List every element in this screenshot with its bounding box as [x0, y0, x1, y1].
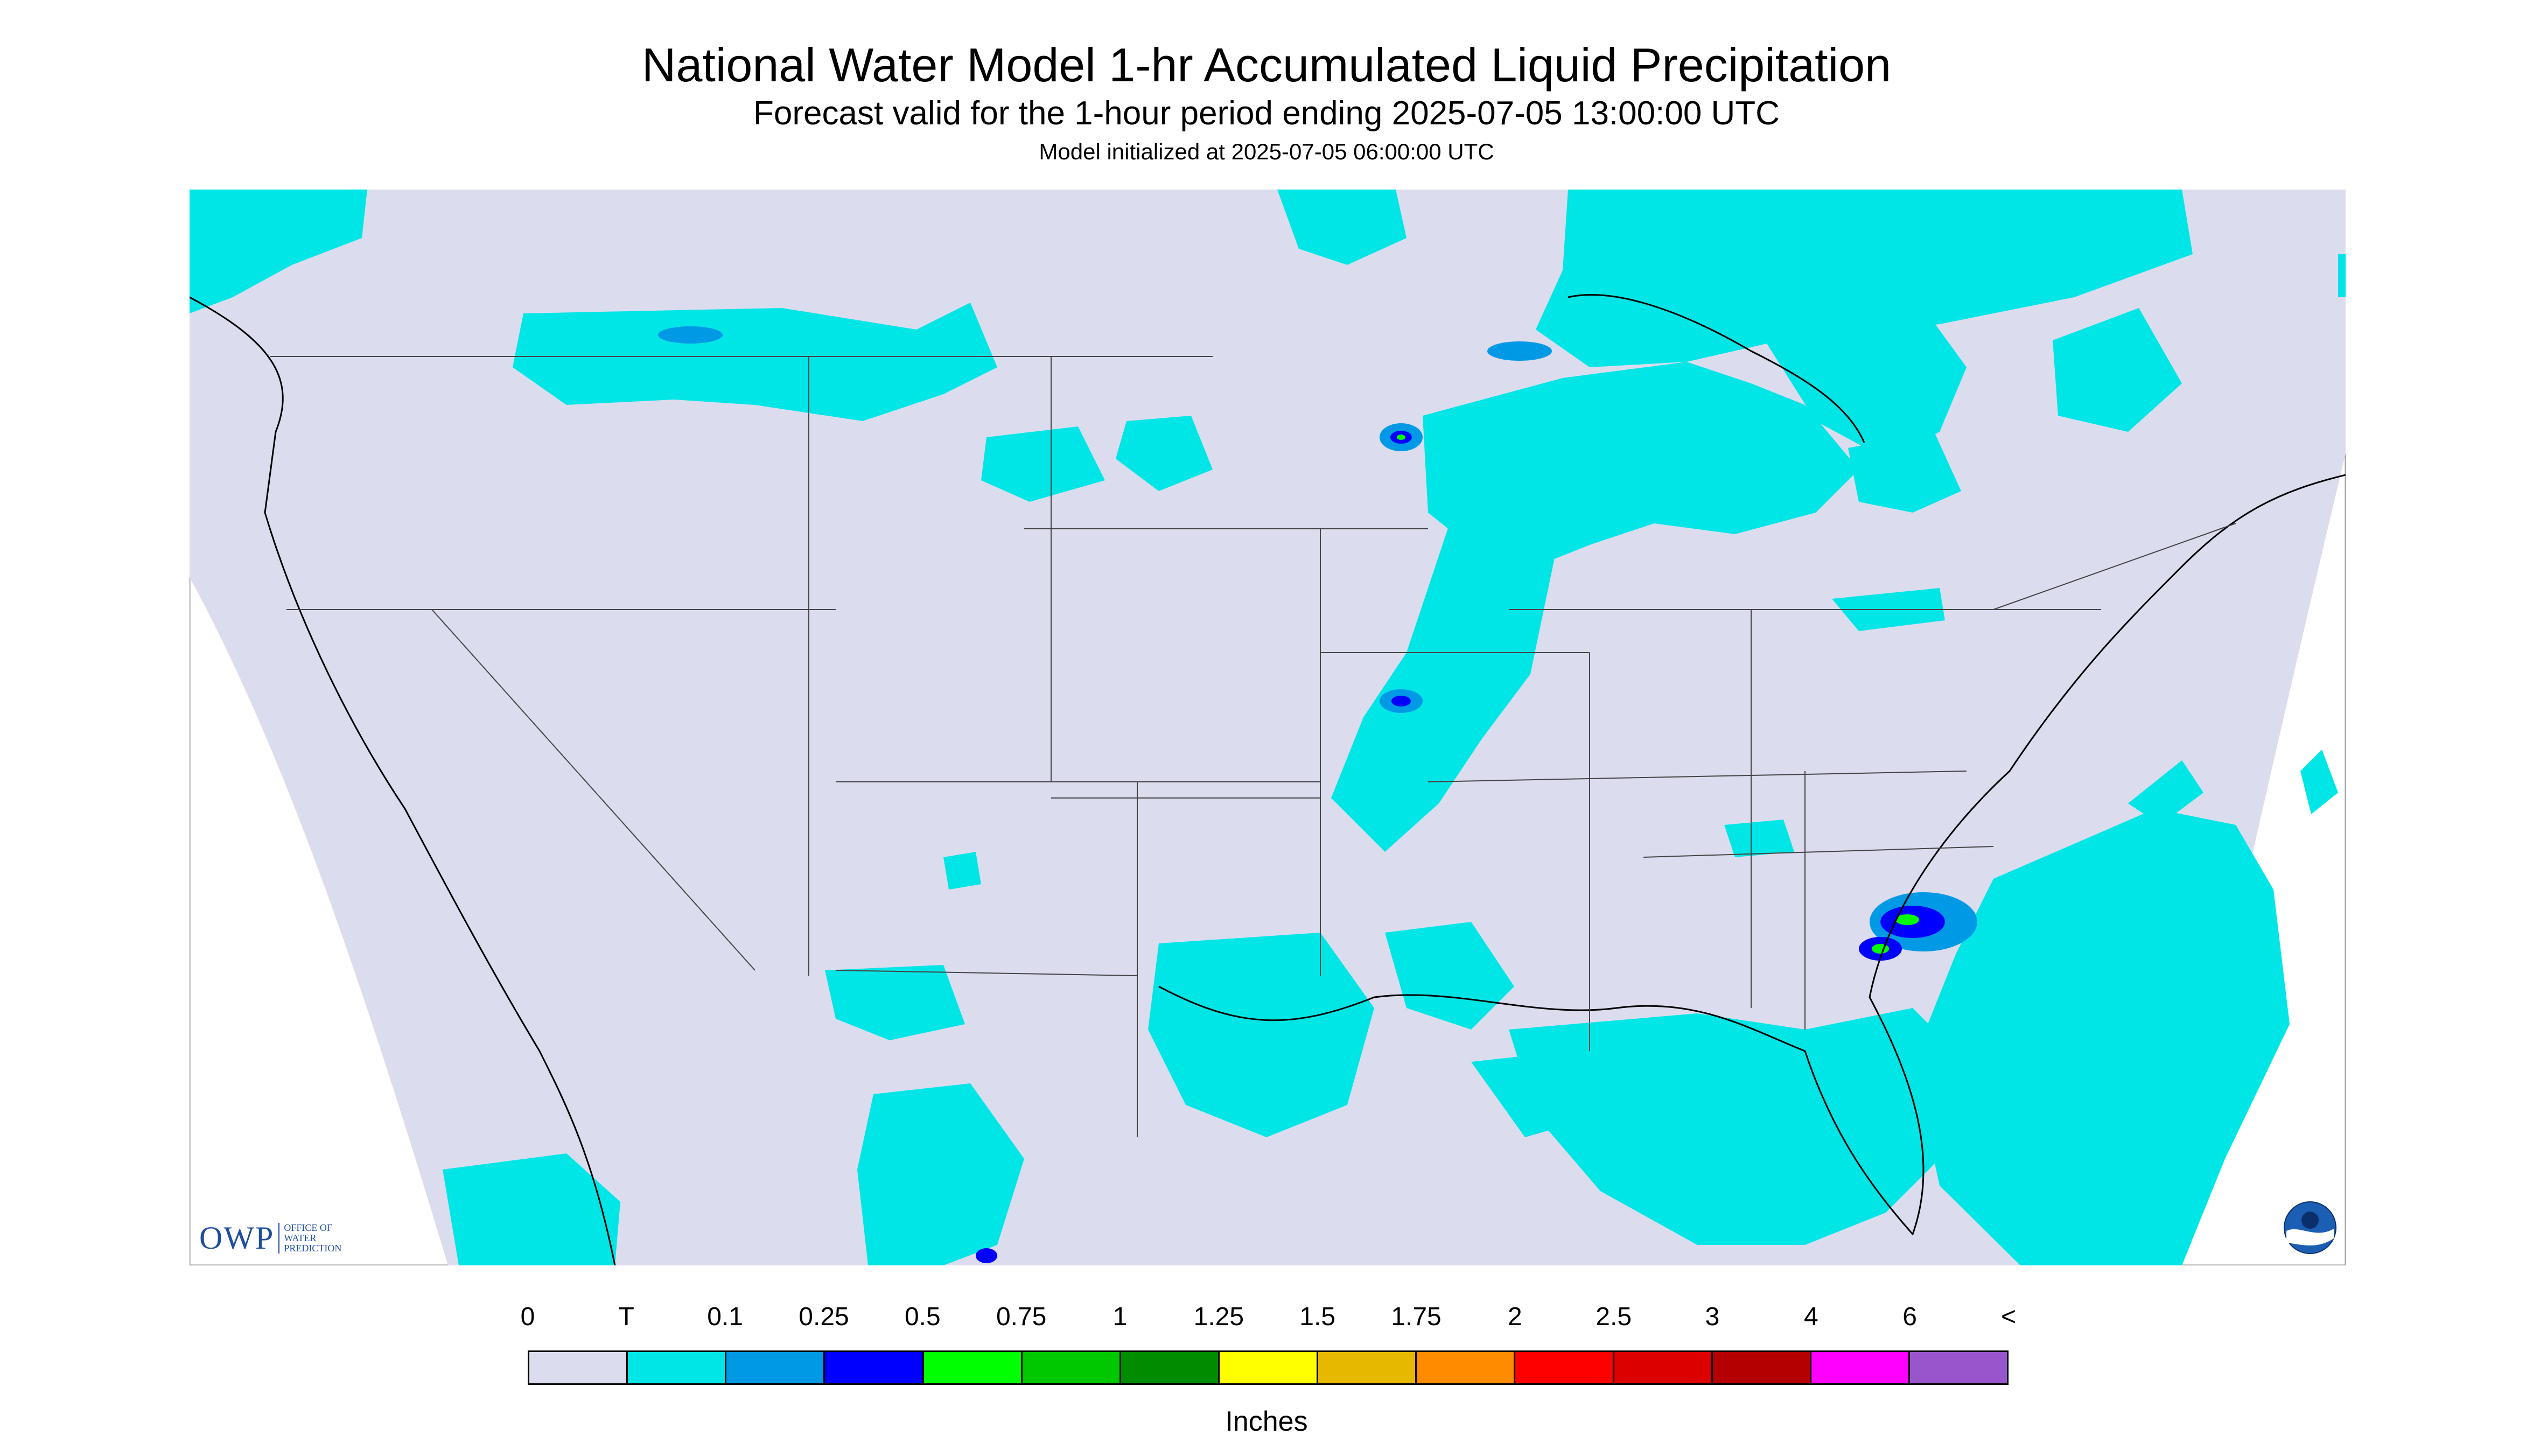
map-title: National Water Model 1-hr Accumulated Li…	[641, 38, 1892, 92]
legend-tick-label: 1.75	[1391, 1303, 1442, 1331]
legend-swatch	[825, 1352, 924, 1383]
legend-tick-label: 0	[520, 1303, 535, 1331]
precipitation-map	[190, 190, 2346, 1265]
legend-swatch	[923, 1352, 1023, 1383]
legend-tick-labels: 0 T 0.1 0.25 0.5 0.75 1 1.25 1.5 1.75 2 2.5 3 4 6 <	[0, 1302, 2533, 1340]
legend-swatch	[1022, 1352, 1121, 1383]
legend-tick-label: 0.1	[707, 1303, 744, 1331]
legend-tick-label: 4	[1803, 1303, 1818, 1331]
state-boundaries	[270, 356, 2236, 1137]
legend-tick-label: 2.5	[1596, 1303, 1632, 1331]
model-init-subtitle: Model initialized at 2025-07-05 06:00:00…	[1039, 139, 1494, 164]
owp-logo-mark: OWP	[199, 1220, 275, 1256]
legend-tick-label: <	[2000, 1303, 2017, 1331]
legend-tick-label: 1	[1112, 1303, 1128, 1331]
legend-swatch	[1219, 1352, 1319, 1383]
legend-swatch	[1318, 1352, 1417, 1383]
precip-trace-areas	[190, 190, 2346, 1265]
legend-tick-label: 3	[1705, 1303, 1720, 1331]
legend-tick-label: 6	[1902, 1303, 1918, 1331]
legend-swatch	[1121, 1352, 1220, 1383]
noaa-logo-icon	[2284, 1201, 2336, 1254]
legend-tick-label: T	[618, 1303, 634, 1331]
legend-swatch	[1811, 1352, 1910, 1383]
legend-units-label: Inches	[1225, 1406, 1308, 1437]
legend-tick-label: 0.75	[996, 1303, 1047, 1331]
owp-logo-text: OFFICE OF WATER PREDICTION	[278, 1223, 359, 1254]
legend-tick-label: 0.5	[904, 1303, 941, 1331]
legend-tick-label: 0.25	[799, 1303, 849, 1331]
map-svg	[190, 190, 2346, 1265]
legend-tick-label: 1.5	[1299, 1303, 1336, 1331]
owp-logo: OWP OFFICE OF WATER PREDICTION	[199, 1220, 359, 1257]
precip-heavy-cores	[658, 326, 1977, 1263]
legend-swatch	[628, 1352, 727, 1383]
legend-tick-label: 1.25	[1193, 1303, 1244, 1331]
legend-swatch	[1614, 1352, 1713, 1383]
legend-swatch	[1712, 1352, 1811, 1383]
color-legend-bar	[528, 1350, 2009, 1385]
legend-swatch	[726, 1352, 825, 1383]
legend-swatch	[1417, 1352, 1516, 1383]
coastlines	[190, 294, 2346, 1265]
forecast-valid-subtitle: Forecast valid for the 1-hour period end…	[753, 95, 1780, 132]
legend-swatch	[1515, 1352, 1614, 1383]
legend-swatch	[1909, 1352, 2007, 1383]
legend-tick-label: 2	[1507, 1303, 1522, 1331]
legend-swatch	[529, 1352, 628, 1383]
